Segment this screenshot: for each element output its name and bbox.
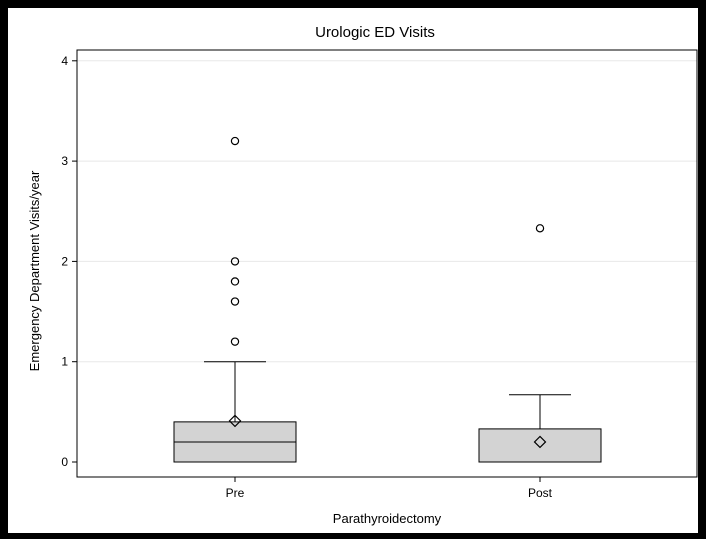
box-plot-chart: Urologic ED Visits Emergency Department …: [27, 24, 698, 526]
x-tick-label: Post: [528, 486, 553, 500]
chart-title: Urologic ED Visits: [315, 24, 435, 41]
y-tick-label: 4: [61, 54, 68, 68]
chart-frame: Urologic ED Visits Emergency Department …: [8, 8, 698, 533]
plot-area: 0 1 2 3 4 Pre Post: [61, 49, 698, 500]
outlier-point: [535, 224, 545, 233]
mean-marker: [228, 414, 242, 428]
x-axis-label: Parathyroidectomy: [333, 511, 442, 526]
outlier-point: [230, 297, 240, 306]
y-tick-label: 1: [61, 355, 68, 369]
plot-border: [76, 49, 698, 478]
y-tick-label: 0: [61, 455, 68, 469]
x-tick-label: Pre: [226, 486, 245, 500]
outlier-point: [230, 257, 240, 266]
y-tick-label: 2: [61, 254, 68, 268]
outlier-point: [230, 136, 240, 146]
outlier-point: [230, 277, 240, 286]
box: [478, 428, 602, 463]
outlier-point: [230, 337, 240, 346]
y-axis-label: Emergency Department Visits/year: [27, 170, 42, 371]
mean-marker: [533, 435, 547, 449]
y-tick-label: 3: [61, 154, 68, 168]
